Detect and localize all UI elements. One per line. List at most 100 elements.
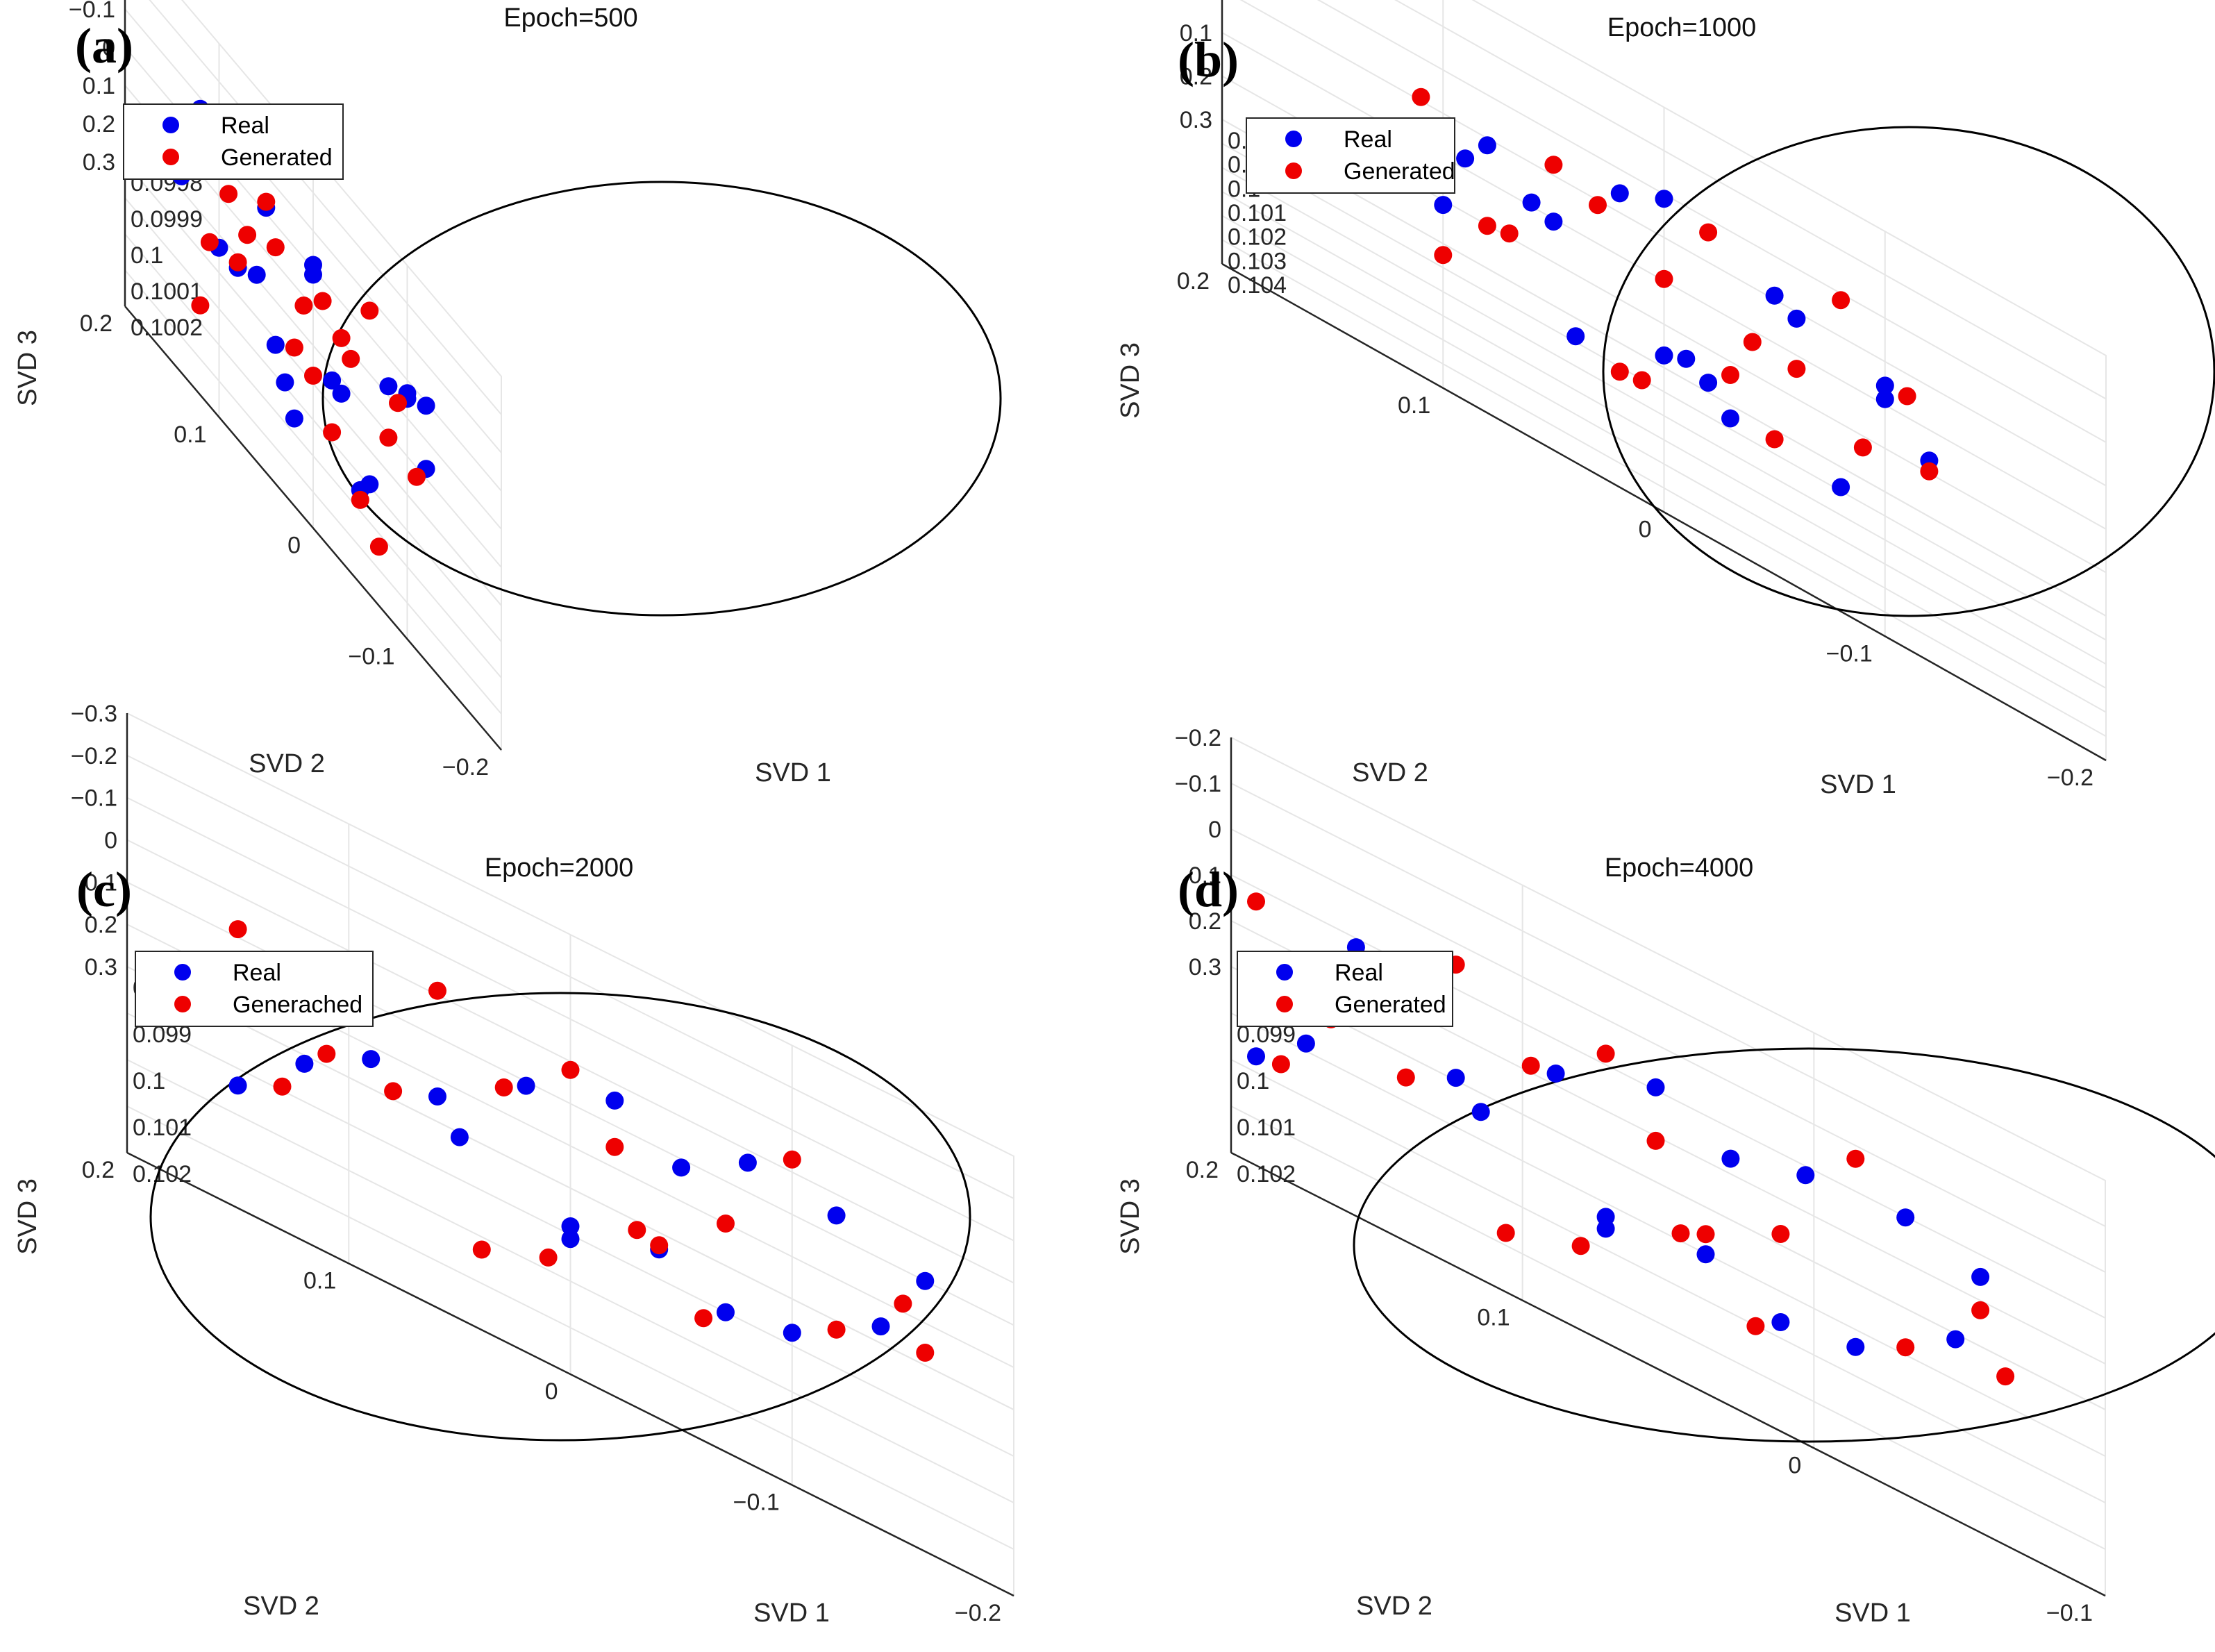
x-axis-label: SVD 1 (753, 1599, 830, 1628)
x-tick-label: 0.1002 (131, 315, 203, 341)
legend-entry: Generated (1335, 992, 1446, 1018)
scatter-point (783, 1324, 801, 1342)
z-axis-label: SVD 3 (13, 1178, 42, 1255)
z-tick-label: 0.3 (85, 954, 117, 981)
z-tick-label: 0.1 (83, 73, 115, 99)
y-tick-label: 0.2 (82, 1157, 115, 1183)
z-tick-label: −0.2 (71, 743, 117, 769)
scatter-point (517, 1076, 535, 1095)
scatter-point (304, 256, 322, 274)
z-tick-label: −0.1 (1175, 771, 1221, 797)
legend-marker (174, 996, 191, 1012)
scatter-point (1546, 1065, 1565, 1083)
scatter-point (1765, 430, 1784, 449)
scatter-point (379, 377, 398, 396)
z-tick-label: 0.2 (1180, 64, 1212, 90)
z-tick-label: 0.1 (1180, 20, 1212, 47)
scatter-point (1646, 1131, 1665, 1150)
scatter-point (1610, 184, 1629, 203)
y-tick-label: 0.1 (174, 422, 206, 448)
scatter-point (428, 981, 446, 1000)
scatter-point (228, 920, 247, 939)
y-tick-label: 0.2 (80, 310, 112, 337)
legend-marker (1276, 996, 1293, 1012)
grid-line (1230, 1105, 2106, 1551)
scatter-point (1896, 1208, 1915, 1227)
y-tick-label: 0.1 (1477, 1305, 1510, 1331)
z-axis-label: SVD 3 (1116, 1178, 1145, 1255)
scatter-point (369, 537, 388, 556)
scatter-point (1496, 1224, 1515, 1242)
grid-line (1230, 1012, 2106, 1458)
scatter-point (1412, 87, 1430, 106)
legend-marker (1285, 131, 1302, 147)
scatter-point (362, 1050, 381, 1069)
legend: Real Generated (123, 103, 344, 180)
scatter-point (894, 1294, 912, 1313)
scatter-point (428, 1087, 446, 1105)
panel-label: (c) (76, 862, 132, 917)
legend-entry: Generated (221, 144, 333, 171)
scatter-point (561, 1060, 580, 1079)
scatter-point (1446, 1069, 1465, 1087)
y-tick-label: 0 (545, 1378, 558, 1405)
scatter-point (1396, 1068, 1415, 1087)
z-tick-label: −0.3 (71, 701, 117, 727)
legend-marker (1276, 964, 1293, 981)
scatter-point (1696, 1245, 1715, 1264)
scatter-point (285, 338, 303, 357)
legend-marker (1285, 162, 1302, 179)
axes (1230, 737, 2106, 1597)
scatter-point (672, 1158, 691, 1177)
scatter-point (351, 490, 369, 509)
legend-entry: Real (233, 960, 281, 986)
z-tick-label: −0.1 (71, 785, 117, 812)
scatter-point (1787, 360, 1806, 378)
y-tick-label: −0.2 (2047, 765, 2093, 791)
panel-label: (b) (1178, 32, 1239, 87)
scatter-point (200, 233, 219, 251)
scatter-point (408, 467, 426, 486)
scatter-point (1566, 327, 1585, 346)
scatter-point (1571, 1237, 1590, 1255)
scatter-point (285, 409, 303, 428)
x-tick-label: 0.101 (133, 1115, 192, 1141)
legend-entry: Generated (1344, 158, 1455, 185)
scatter-point (1521, 1056, 1540, 1075)
scatter-point (717, 1303, 735, 1321)
scatter-point (1832, 478, 1850, 497)
scatter-point (1846, 1337, 1865, 1356)
scatter-point (1478, 136, 1496, 155)
x-tick-label: 0.1 (1237, 1068, 1269, 1094)
z-tick-label: 0 (104, 828, 117, 854)
scatter-point (1875, 376, 1894, 395)
grid (1221, 0, 2107, 762)
grid-line (1230, 828, 2106, 1458)
legend-entry: Real (1344, 126, 1392, 153)
z-tick-label: 0.3 (1180, 107, 1212, 133)
scatter-point (1247, 1047, 1265, 1066)
scatter-point (257, 192, 276, 211)
legend-marker (162, 149, 179, 165)
scatter-point (916, 1271, 935, 1290)
axes (1221, 0, 2107, 762)
series-real (1247, 938, 1990, 1356)
y-tick-label: 0 (287, 533, 301, 559)
scatter-point (1610, 362, 1629, 381)
y-tick-label: 0.1 (303, 1268, 336, 1294)
y-axis-line (1230, 1151, 2106, 1597)
legend: Real Generated (1237, 951, 1453, 1027)
scatter-point (313, 292, 332, 310)
scatter-point (1271, 1055, 1290, 1074)
x-axis-label: SVD 1 (1834, 1599, 1911, 1628)
z-tick-label: −0.1 (69, 0, 115, 23)
scatter-point (1971, 1267, 1990, 1286)
scatter-point (650, 1236, 669, 1255)
scatter-point (1632, 371, 1651, 390)
z-tick-label: 0 (1199, 0, 1212, 3)
panel-d: 0.0980.0990.10.1010.1020.20.10−0.10.30.2… (1116, 725, 2215, 1628)
legend-box (135, 951, 374, 1027)
series-real (1434, 136, 1939, 497)
legend: Real Generached (135, 951, 374, 1027)
